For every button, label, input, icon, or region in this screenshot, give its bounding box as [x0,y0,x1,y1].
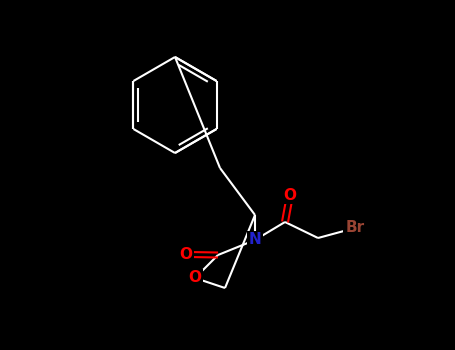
Text: O: O [188,271,202,286]
Text: O: O [180,247,192,262]
Text: Br: Br [345,220,364,236]
Text: N: N [248,232,261,247]
Text: O: O [283,188,297,203]
